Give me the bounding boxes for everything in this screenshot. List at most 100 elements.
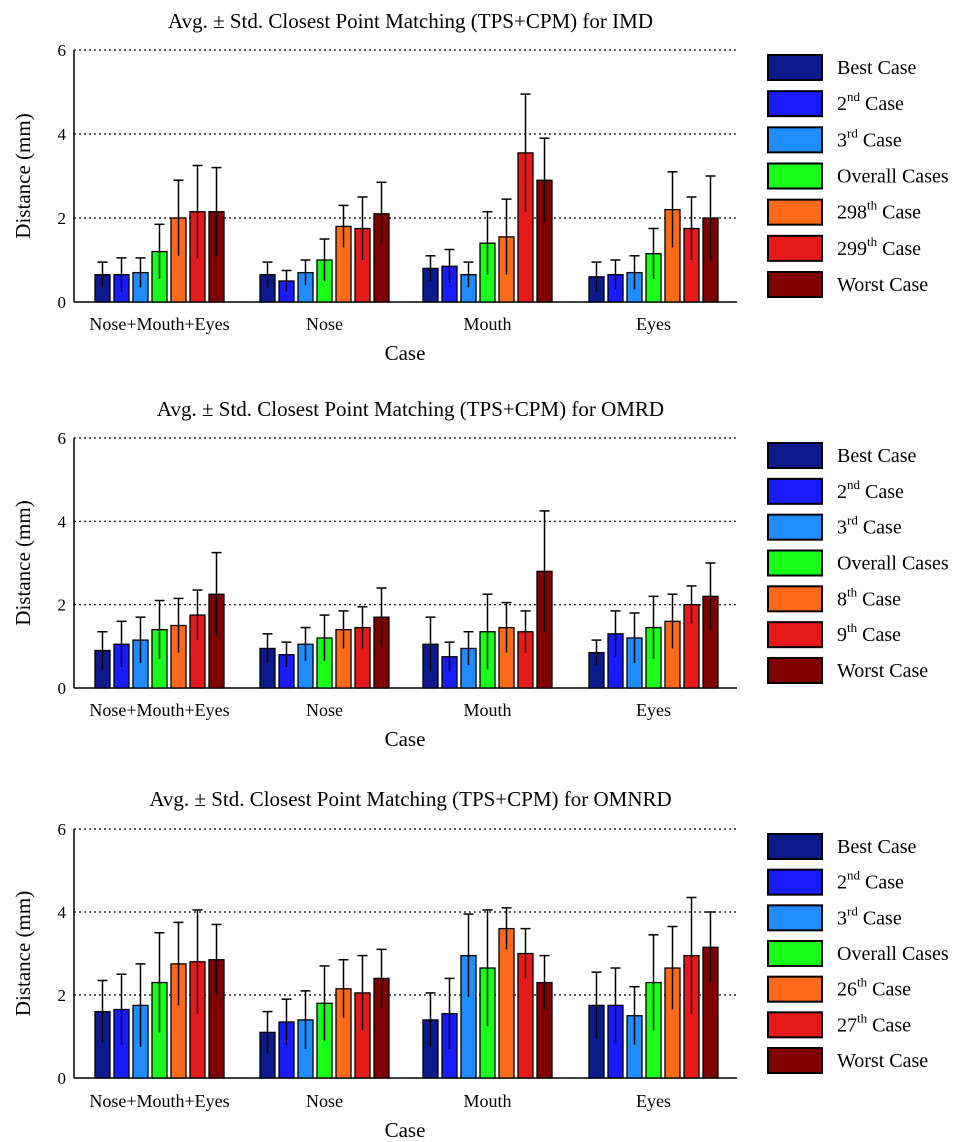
- legend-label-text: Overall Cases: [837, 553, 949, 575]
- legend-label: 299th Case: [837, 234, 921, 260]
- legend-swatch: [768, 127, 822, 152]
- legend-label: 9th Case: [837, 620, 901, 646]
- legend-label-text: 298: [837, 202, 867, 224]
- legend-label-text: Overall Cases: [837, 943, 949, 965]
- x-tick-label: Eyes: [636, 314, 671, 334]
- chart-title: Avg. ± Std. Closest Point Matching (TPS+…: [157, 397, 664, 421]
- legend-label: Worst Case: [837, 660, 928, 682]
- legend-swatch: [768, 834, 822, 859]
- legend-swatch: [768, 55, 822, 80]
- legend-swatch: [768, 164, 822, 189]
- legend-label-sup: nd: [847, 477, 861, 492]
- x-tick-label: Eyes: [636, 700, 671, 720]
- legend-label: 2nd Case: [837, 89, 904, 115]
- legend-label: 2nd Case: [837, 868, 904, 894]
- legend-label-text: 8: [837, 588, 847, 610]
- y-axis-label: Distance (mm): [11, 113, 35, 238]
- x-tick-label: Mouth: [463, 314, 511, 334]
- legend-label: Best Case: [837, 445, 917, 467]
- legend-label: Worst Case: [837, 1050, 928, 1072]
- x-tick-label: Nose: [306, 1091, 343, 1111]
- legend-label: Overall Cases: [837, 166, 949, 188]
- legend-label-rest: Case: [858, 517, 902, 539]
- legend-label-text: 26: [837, 979, 857, 1001]
- y-tick-label: 2: [58, 596, 67, 615]
- legend-label-text: 2: [837, 872, 847, 894]
- legend-swatch: [768, 551, 822, 576]
- legend-swatch: [768, 272, 822, 297]
- legend-label: 2nd Case: [837, 477, 904, 503]
- legend-label-rest: Case: [867, 1014, 911, 1036]
- legend-label-sup: nd: [847, 868, 861, 883]
- legend-label-text: Overall Cases: [837, 166, 949, 188]
- legend-swatch: [768, 479, 822, 504]
- legend-label-rest: Case: [860, 481, 904, 503]
- legend-label-rest: Case: [860, 93, 904, 115]
- x-tick-label: Mouth: [463, 1091, 511, 1111]
- x-tick-label: Mouth: [463, 700, 511, 720]
- legend-label-text: 9: [837, 624, 847, 646]
- x-tick-label: Nose+Mouth+Eyes: [89, 1091, 229, 1111]
- legend-label-text: 2: [837, 93, 847, 115]
- legend-label-sup: nd: [847, 89, 861, 104]
- legend-label: 26th Case: [837, 975, 911, 1001]
- legend-label-text: Best Case: [837, 836, 917, 858]
- x-axis-label: Case: [385, 727, 426, 751]
- legend-label-text: Best Case: [837, 445, 917, 467]
- bar: [499, 929, 514, 1078]
- y-tick-label: 2: [58, 209, 67, 228]
- legend-label-rest: Case: [858, 907, 902, 929]
- chart-panel-2: Avg. ± Std. Closest Point Matching (TPS+…: [11, 397, 949, 751]
- legend-swatch: [768, 236, 822, 261]
- legend-label-sup: th: [847, 620, 858, 635]
- legend-label-rest: Case: [867, 979, 911, 1001]
- legend-swatch: [768, 1048, 822, 1073]
- legend-swatch: [768, 658, 822, 683]
- legend-label: 3rd Case: [837, 903, 902, 929]
- legend-label-rest: Case: [860, 872, 904, 894]
- legend-swatch: [768, 443, 822, 468]
- y-tick-label: 0: [58, 679, 67, 698]
- legend-label: Worst Case: [837, 274, 928, 296]
- legend-label-sup: rd: [847, 903, 858, 918]
- y-tick-label: 6: [58, 429, 67, 448]
- legend-label: Best Case: [837, 57, 917, 79]
- chart-title: Avg. ± Std. Closest Point Matching (TPS+…: [168, 9, 653, 33]
- chart-panel-3: Avg. ± Std. Closest Point Matching (TPS+…: [11, 787, 949, 1142]
- legend-label: 298th Case: [837, 198, 921, 224]
- legend-label-sup: th: [867, 198, 878, 213]
- legend-label-sup: th: [857, 975, 868, 990]
- y-tick-label: 4: [58, 903, 67, 922]
- x-axis-label: Case: [385, 1118, 426, 1142]
- legend-label-rest: Case: [858, 129, 902, 151]
- legend-label-text: 3: [837, 129, 847, 151]
- legend-label-text: 3: [837, 517, 847, 539]
- y-axis-label: Distance (mm): [11, 500, 35, 625]
- legend-label: Overall Cases: [837, 943, 949, 965]
- legend-label-text: Worst Case: [837, 274, 928, 296]
- legend-label-rest: Case: [877, 202, 921, 224]
- legend-swatch: [768, 905, 822, 930]
- y-tick-label: 6: [58, 820, 67, 839]
- legend-swatch: [768, 622, 822, 647]
- y-tick-label: 2: [58, 986, 67, 1005]
- legend-label-sup: rd: [847, 125, 858, 140]
- legend-label-rest: Case: [857, 624, 901, 646]
- legend-label: 3rd Case: [837, 125, 902, 151]
- y-tick-label: 4: [58, 512, 67, 531]
- legend-swatch: [768, 870, 822, 895]
- legend-swatch: [768, 977, 822, 1002]
- x-tick-label: Nose+Mouth+Eyes: [89, 314, 229, 334]
- legend-label-text: Worst Case: [837, 660, 928, 682]
- legend-label-text: 299: [837, 238, 867, 260]
- legend-label-rest: Case: [877, 238, 921, 260]
- legend-swatch: [768, 941, 822, 966]
- legend-swatch: [768, 1012, 822, 1037]
- y-tick-label: 0: [58, 293, 67, 312]
- legend-label-sup: th: [847, 584, 858, 599]
- chart-panel-1: Avg. ± Std. Closest Point Matching (TPS+…: [11, 9, 949, 365]
- y-axis-label: Distance (mm): [11, 891, 35, 1016]
- x-axis-label: Case: [385, 341, 426, 365]
- chart-title: Avg. ± Std. Closest Point Matching (TPS+…: [149, 787, 671, 811]
- legend-swatch: [768, 586, 822, 611]
